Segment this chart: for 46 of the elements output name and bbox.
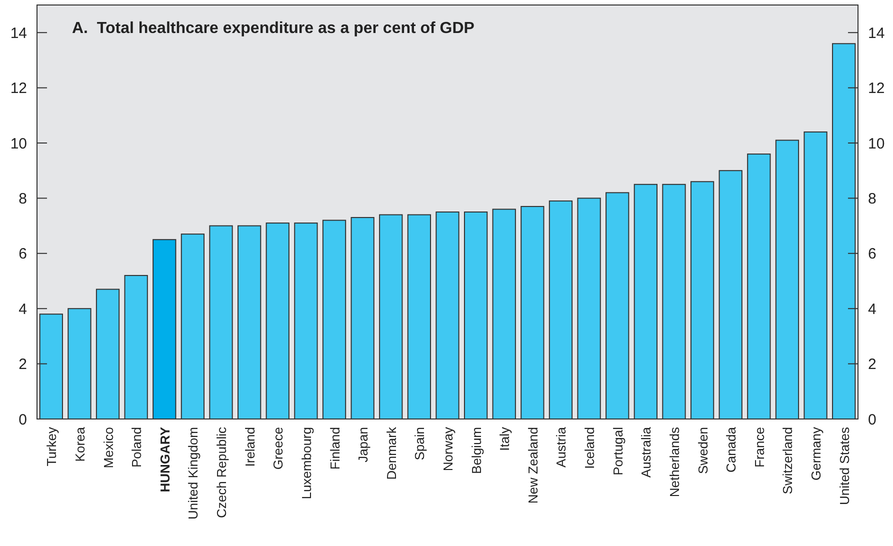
- y-tick-label: 2: [18, 356, 27, 374]
- y-tick-label: 14: [10, 24, 27, 42]
- x-tick-label: United Kingdom: [186, 427, 201, 520]
- y2-tick-label: 4: [868, 300, 876, 318]
- y2-tick-label: 8: [868, 190, 876, 208]
- x-tick-label: Sweden: [695, 427, 710, 474]
- x-tick-label: Australia: [638, 426, 654, 478]
- x-tick-label: Italy: [497, 426, 512, 451]
- x-tick-label: Portugal: [610, 426, 626, 476]
- text: A. Total healthcare expenditure as a per cent of GDP: [72, 20, 475, 37]
- y-tick-label: 10: [10, 135, 27, 152]
- x-tick-label: Belgium: [468, 427, 484, 474]
- x-tick-label: Korea: [72, 426, 88, 462]
- y2-tick-label: 0: [868, 411, 876, 428]
- x-tick-label: Mexico: [100, 427, 116, 468]
- y2-tick-label: 2: [868, 356, 876, 374]
- y2-tick-label: 12: [868, 80, 885, 98]
- x-tick-label: Switzerland: [780, 427, 796, 494]
- x-tick-label: France: [752, 427, 767, 468]
- x-tick-label: Germany: [808, 426, 824, 480]
- x-tick-label: Czech Republic: [214, 426, 230, 518]
- x-tick-label: United States: [836, 426, 852, 506]
- y-tick-label: 0: [18, 411, 27, 428]
- x-tick-label: Ireland: [242, 427, 258, 467]
- x-tick-label: Spain: [412, 427, 428, 460]
- x-tick-label: Poland: [129, 427, 144, 468]
- x-tick-label: Netherlands: [666, 426, 682, 498]
- y-tick-label: 12: [10, 80, 27, 98]
- x-tick-label: Luxembourg: [298, 427, 314, 500]
- x-tick-label: HUNGARY: [157, 426, 172, 492]
- x-tick-label: Norway: [440, 426, 456, 472]
- y-tick-label: 4: [18, 300, 27, 318]
- y-tick-label: 6: [18, 246, 27, 263]
- x-tick-label: Japan: [356, 427, 371, 462]
- x-tick-label: Canada: [724, 426, 739, 473]
- y2-tick-label: 14: [868, 24, 885, 42]
- x-tick-label: Greece: [270, 427, 286, 470]
- y2-tick-label: 6: [868, 246, 876, 263]
- x-tick-label: Austria: [554, 426, 569, 468]
- x-tick-label: Iceland: [582, 427, 598, 469]
- y2-tick-label: 10: [868, 135, 885, 152]
- x-tick-label: Turkey: [44, 426, 60, 466]
- x-tick-label: Finland: [327, 427, 342, 470]
- x-tick-label: Denmark: [384, 426, 399, 480]
- x-tick-label: New Zealand: [525, 427, 540, 504]
- y-tick-label: 8: [18, 190, 27, 208]
